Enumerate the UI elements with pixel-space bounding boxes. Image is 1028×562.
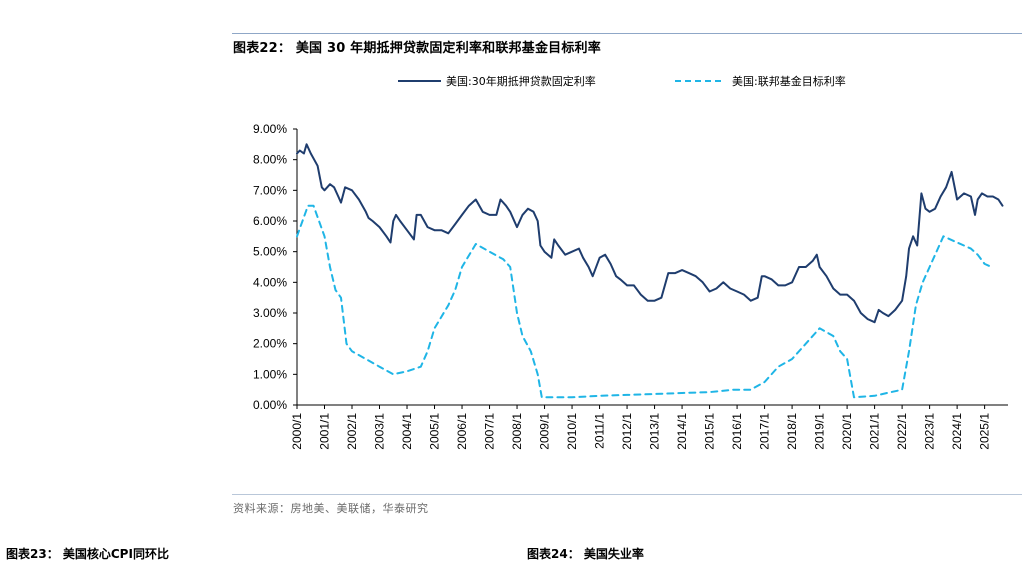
x-tick-label: 2014/1 (675, 413, 689, 450)
x-tick-label: 2019/1 (813, 413, 827, 450)
y-tick-label: 6.00% (253, 214, 287, 228)
y-tick-label: 3.00% (253, 306, 287, 320)
figure-title: 图表22： 美国 30 年期抵押贷款固定利率和联邦基金目标利率 (233, 41, 601, 56)
top-rule (232, 33, 1022, 34)
x-tick-label: 2007/1 (483, 413, 497, 450)
x-tick-label: 2017/1 (758, 413, 772, 450)
x-tick-label: 2010/1 (565, 413, 579, 450)
x-tick-label: 2005/1 (428, 413, 442, 450)
x-tick-label: 2021/1 (868, 413, 882, 450)
y-tick-label: 0.00% (253, 398, 287, 412)
x-tick-label: 2015/1 (703, 413, 717, 450)
source-rule (232, 494, 1022, 495)
x-tick-label: 2022/1 (895, 413, 909, 450)
series-line-fed-funds-rate (296, 204, 993, 399)
x-tick-label: 2025/1 (978, 413, 992, 450)
next-figure-title-right: 图表24： 美国失业率 (527, 547, 644, 561)
x-tick-label: 2018/1 (785, 413, 799, 450)
series-line-mortgage-rate (296, 143, 1004, 324)
x-tick-label: 2000/1 (290, 413, 304, 450)
x-tick-label: 2003/1 (373, 413, 387, 450)
y-tick-label: 4.00% (253, 275, 287, 289)
legend-label-2: 美国:联邦基金目标利率 (732, 74, 846, 88)
source-note: 资料来源：房地美、美联储，华泰研究 (233, 502, 429, 515)
y-tick-label: 1.00% (253, 367, 287, 381)
x-tick-label: 2024/1 (950, 413, 964, 450)
x-tick-label: 2020/1 (840, 413, 854, 450)
x-tick-label: 2013/1 (648, 413, 662, 450)
x-tick-label: 2004/1 (400, 413, 414, 450)
x-tick-label: 2001/1 (318, 413, 332, 450)
y-tick-label: 9.00% (253, 122, 287, 136)
legend-label-1: 美国:30年期抵押贷款固定利率 (446, 74, 596, 88)
x-tick-label: 2009/1 (538, 413, 552, 450)
y-tick-label: 2.00% (253, 337, 287, 351)
y-tick-label: 8.00% (253, 153, 287, 167)
x-tick-label: 2008/1 (510, 413, 524, 450)
x-tick-label: 2006/1 (455, 413, 469, 450)
next-figure-title-left: 图表23： 美国核心CPI同环比 (6, 547, 169, 561)
line-chart: 美国:30年期抵押贷款固定利率 美国:联邦基金目标利率 0.00% 1.00% 2.00… (253, 74, 1008, 450)
x-tick-label: 2016/1 (730, 413, 744, 450)
x-tick-label: 2012/1 (620, 413, 634, 450)
x-tick-label: 2002/1 (345, 413, 359, 450)
y-tick-label: 7.00% (253, 183, 287, 197)
y-tick-label: 5.00% (253, 245, 287, 259)
x-tick-label: 2011/1 (593, 413, 607, 449)
x-tick-label: 2023/1 (923, 413, 937, 450)
